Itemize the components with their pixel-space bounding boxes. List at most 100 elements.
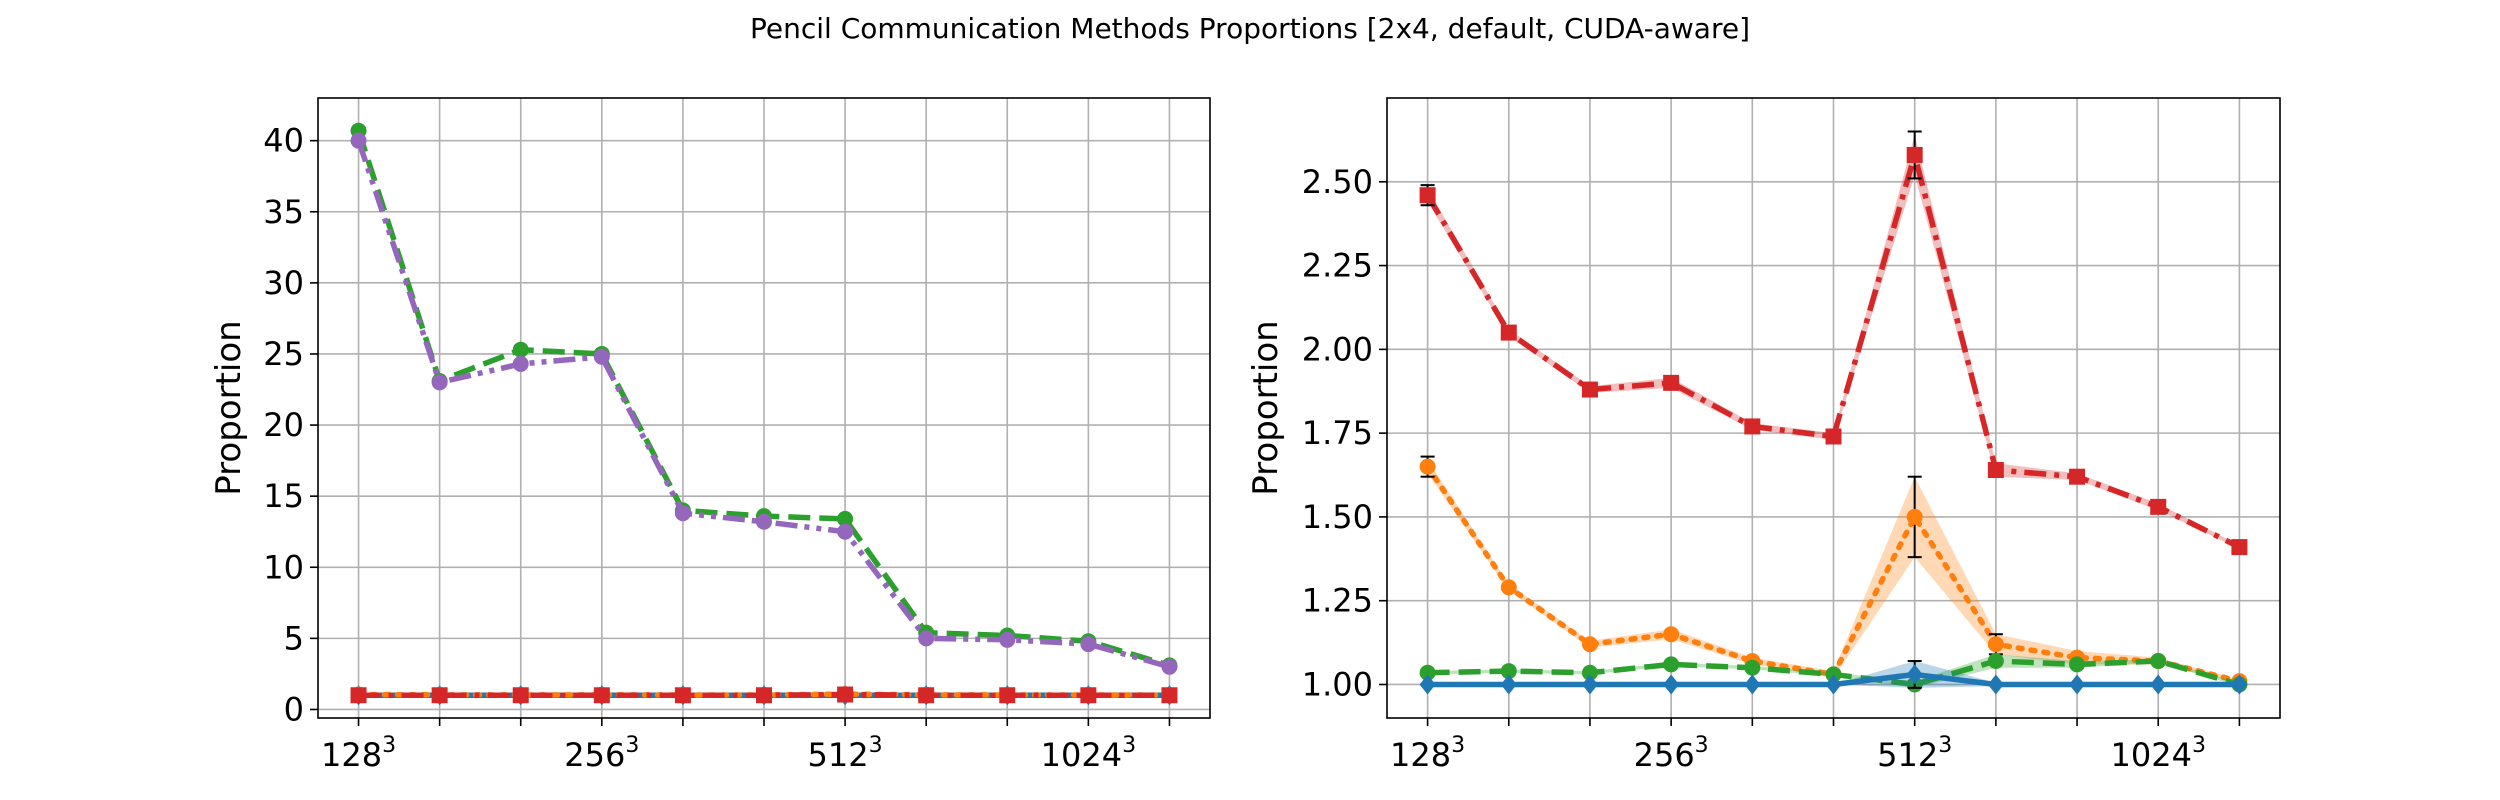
data-point: [674, 687, 691, 704]
y-axis-label: Proportion: [209, 320, 249, 495]
data-point: [1663, 374, 1680, 391]
y-tick-label: 1.50: [1302, 498, 1373, 536]
series-4: [350, 686, 1178, 704]
series-0: [1419, 130, 2248, 556]
data-point: [918, 630, 935, 647]
data-point: [512, 355, 529, 372]
data-point: [1419, 664, 1436, 681]
figure-title: Pencil Communication Methods Proportions…: [750, 12, 1750, 45]
data-point: [999, 687, 1016, 704]
series-2: [1419, 653, 2248, 693]
y-tick-label: 30: [263, 264, 304, 302]
data-point: [1500, 663, 1517, 680]
data-point: [999, 631, 1016, 648]
series-band: [1427, 654, 2240, 688]
data-point: [1080, 687, 1097, 704]
x-tick-label: 5123: [1877, 733, 1952, 774]
data-point: [2231, 674, 2248, 695]
y-tick-label: 0: [284, 690, 304, 728]
data-point: [837, 510, 854, 527]
data-point: [1663, 656, 1680, 673]
data-point: [350, 132, 367, 149]
data-point: [918, 687, 935, 704]
data-point: [1419, 674, 1436, 695]
data-point: [1906, 664, 1923, 685]
data-point: [1161, 687, 1178, 704]
data-point: [756, 687, 772, 704]
y-tick-label: 2.00: [1302, 330, 1373, 368]
y-tick-label: 2.50: [1302, 163, 1373, 201]
axes-frame: [317, 97, 1211, 719]
data-point: [2150, 653, 2167, 670]
data-point: [512, 687, 529, 704]
data-point: [1663, 674, 1680, 695]
y-tick-label: 15: [263, 477, 304, 515]
data-point: [1581, 664, 1598, 681]
y-tick-label: 20: [263, 406, 304, 444]
data-point: [431, 687, 448, 704]
data-point: [1581, 636, 1598, 653]
data-point: [1500, 674, 1517, 695]
y-tick-label: 5: [284, 619, 304, 657]
data-point: [1987, 462, 2004, 478]
y-tick-label: 25: [263, 335, 304, 373]
x-tick-label: 5123: [808, 733, 883, 774]
data-point: [1906, 146, 1923, 163]
data-point: [1744, 659, 1761, 676]
data-point: [2150, 674, 2167, 695]
y-tick-label: 2.25: [1302, 247, 1373, 285]
data-point: [1744, 418, 1761, 435]
y-tick-label: 1.75: [1302, 414, 1373, 452]
series-3: [1419, 660, 2248, 695]
series-1: [350, 132, 1178, 675]
x-tick-label: 10243: [1041, 733, 1136, 774]
axes-frame: [1386, 97, 2281, 719]
data-point: [593, 348, 610, 365]
y-tick-label: 1.25: [1302, 582, 1373, 620]
series-line: [1425, 152, 2241, 550]
y-tick-label: 10: [263, 548, 304, 586]
data-point: [2231, 539, 2248, 556]
right-chart-panel: 1.00 1.25 1.50 1.75 2.00 2.25 2.50 1283 2563 5123…: [1246, 97, 2281, 774]
data-point: [1825, 674, 1842, 695]
data-point: [1906, 508, 1923, 525]
data-point: [1500, 324, 1517, 341]
x-tick-label: 10243: [2111, 733, 2206, 774]
data-point: [593, 687, 610, 704]
data-point: [1080, 636, 1097, 653]
data-point: [1825, 428, 1842, 445]
data-point: [2069, 674, 2086, 695]
x-tick-label: 1283: [321, 733, 396, 774]
left-chart-panel: 0 5 10 15 20 25 30 35 40 1283 2563 5123 10243 Proport…: [209, 97, 1211, 774]
x-tick-label: 2563: [1634, 733, 1709, 774]
data-point: [1663, 626, 1680, 643]
data-point: [1581, 381, 1598, 398]
data-point: [1161, 658, 1178, 675]
data-point: [837, 523, 854, 540]
y-tick-label: 35: [263, 193, 304, 231]
data-point: [1825, 666, 1842, 683]
data-point: [512, 341, 529, 358]
data-point: [2069, 468, 2086, 485]
data-point: [1987, 674, 2004, 695]
data-point: [1744, 674, 1761, 695]
data-point: [1987, 636, 2004, 653]
data-point: [2150, 498, 2167, 515]
data-point: [837, 686, 854, 703]
y-axis-label: Proportion: [1246, 320, 1286, 495]
y-tick-label: 1.00: [1302, 665, 1373, 703]
data-point: [1419, 187, 1436, 204]
data-point: [350, 687, 367, 704]
data-point: [674, 505, 691, 522]
x-tick-label: 1283: [1390, 733, 1465, 774]
data-point: [431, 374, 448, 391]
data-point: [1581, 674, 1598, 695]
y-tick-label: 40: [263, 122, 304, 160]
data-point: [2069, 656, 2086, 673]
data-point: [1987, 653, 2004, 670]
data-point: [756, 513, 772, 530]
data-point: [1500, 579, 1517, 596]
data-point: [1419, 458, 1436, 475]
x-tick-label: 2563: [564, 733, 639, 774]
